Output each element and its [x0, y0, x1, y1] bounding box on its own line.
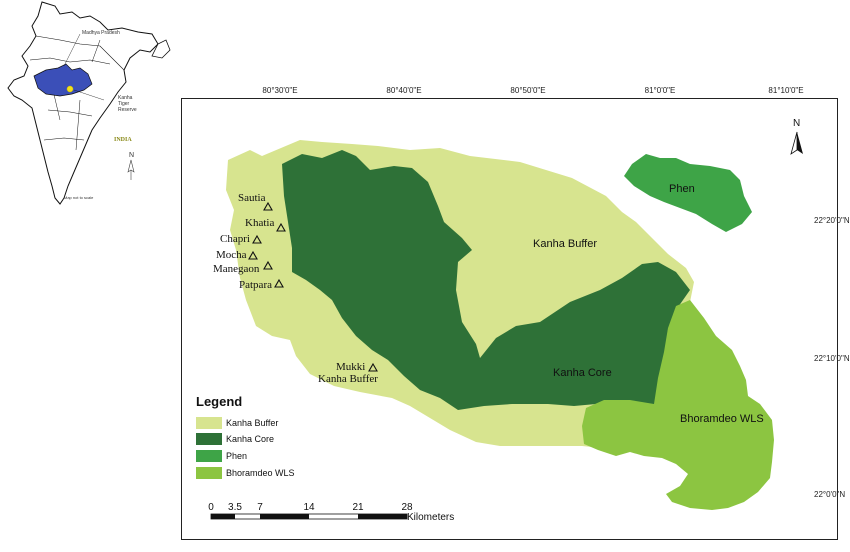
india-outline [7, 1, 171, 205]
place-label: Mukki [336, 361, 366, 373]
legend-label: Phen [226, 450, 248, 461]
legend-swatch [196, 416, 222, 429]
legend-swatch [196, 432, 222, 445]
phen-zone [624, 154, 752, 232]
legend-title: Legend [196, 394, 243, 409]
inset-scale-note: Map not to scale [64, 195, 94, 200]
village-marker-icon [263, 201, 273, 211]
kanha-reserve-marker [66, 85, 74, 93]
zone-label-kanha-core: Kanha Core [553, 367, 612, 379]
kanha-core-zone [282, 150, 690, 456]
legend-swatch [196, 449, 222, 462]
village-marker-icon [274, 278, 284, 288]
legend-label: Kanha Core [226, 433, 275, 444]
legend-label: Kanha Buffer [226, 417, 279, 428]
north-arrow-icon [790, 131, 803, 155]
village-marker-icon [252, 234, 262, 244]
inset-reserve-label-1: Kanha [118, 95, 133, 101]
zone-label-kanha-buffer-south: Kanha Buffer [318, 373, 378, 385]
zone-label-phen: Phen [669, 183, 695, 195]
place-label: Mocha [216, 249, 247, 261]
longitude-label: 80°40'0"E [386, 86, 422, 95]
scale-tick-label: 3.5 [228, 502, 242, 513]
main-map-frame [181, 98, 838, 540]
place-label: Manegaon [213, 263, 260, 275]
india-inset-map: Madhya Pradesh Kanha Tiger Reserve INDIA… [0, 0, 175, 215]
place-label: Sautia [238, 192, 266, 204]
legend-item: Phen [196, 449, 247, 462]
village-marker-icon [248, 250, 258, 260]
scale-tick-label: 21 [352, 502, 364, 513]
scale-tick-label: 0 [208, 502, 214, 513]
village-marker-icon [263, 260, 273, 270]
legend-item: Kanha Buffer [196, 416, 278, 429]
latitude-label: 22°20'0"N [814, 216, 850, 225]
longitude-label: 81°0'0"E [644, 86, 676, 95]
north-label: N [793, 118, 801, 129]
village-marker-icon [368, 362, 378, 372]
legend-item: Kanha Core [196, 432, 274, 445]
longitude-label: 80°30'0"E [262, 86, 298, 95]
bhoramdeo-wls-zone [582, 300, 774, 510]
village-marker-icon [276, 222, 286, 232]
legend-label: Bhoramdeo WLS [226, 467, 295, 478]
inset-state-label: Madhya Pradesh [82, 30, 120, 36]
longitude-label: 80°50'0"E [510, 86, 546, 95]
latitude-label: 22°0'0"N [814, 490, 846, 499]
scale-tick-label: 28 [401, 502, 413, 513]
legend-item: Bhoramdeo WLS [196, 466, 295, 479]
scale-tick-label: 14 [303, 502, 315, 513]
latitude-label: 22°10'0"N [814, 354, 850, 363]
inset-country-label: INDIA [114, 137, 132, 143]
inset-reserve-label-3: Reserve [118, 107, 137, 113]
scale-tick-label: 7 [257, 502, 263, 513]
inset-north-label: N [129, 152, 135, 159]
longitude-label: 81°10'0"E [768, 86, 804, 95]
place-label: Khatia [245, 217, 275, 229]
zone-label-kanha-buffer: Kanha Buffer [533, 238, 598, 250]
scale-bar [210, 513, 408, 520]
place-label: Chapri [220, 233, 250, 245]
inset-reserve-label-2: Tiger [118, 101, 130, 107]
place-label: Patpara [239, 279, 272, 291]
madhya-pradesh-shape [33, 63, 93, 97]
scale-unit-label: Kilometers [407, 512, 455, 523]
legend-swatch [196, 466, 222, 479]
zone-label-bhoramdeo: Bhoramdeo WLS [680, 413, 764, 425]
